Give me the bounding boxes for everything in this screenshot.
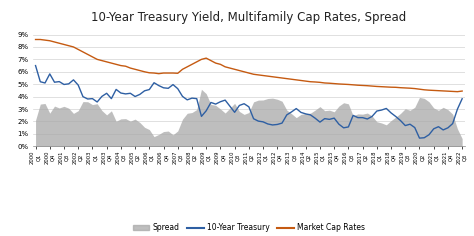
Legend: Spread, 10-Year Treasury, Market Cap Rates: Spread, 10-Year Treasury, Market Cap Rat… — [133, 223, 365, 232]
Title: 10-Year Treasury Yield, Multifamily Cap Rates, Spread: 10-Year Treasury Yield, Multifamily Cap … — [91, 11, 407, 24]
